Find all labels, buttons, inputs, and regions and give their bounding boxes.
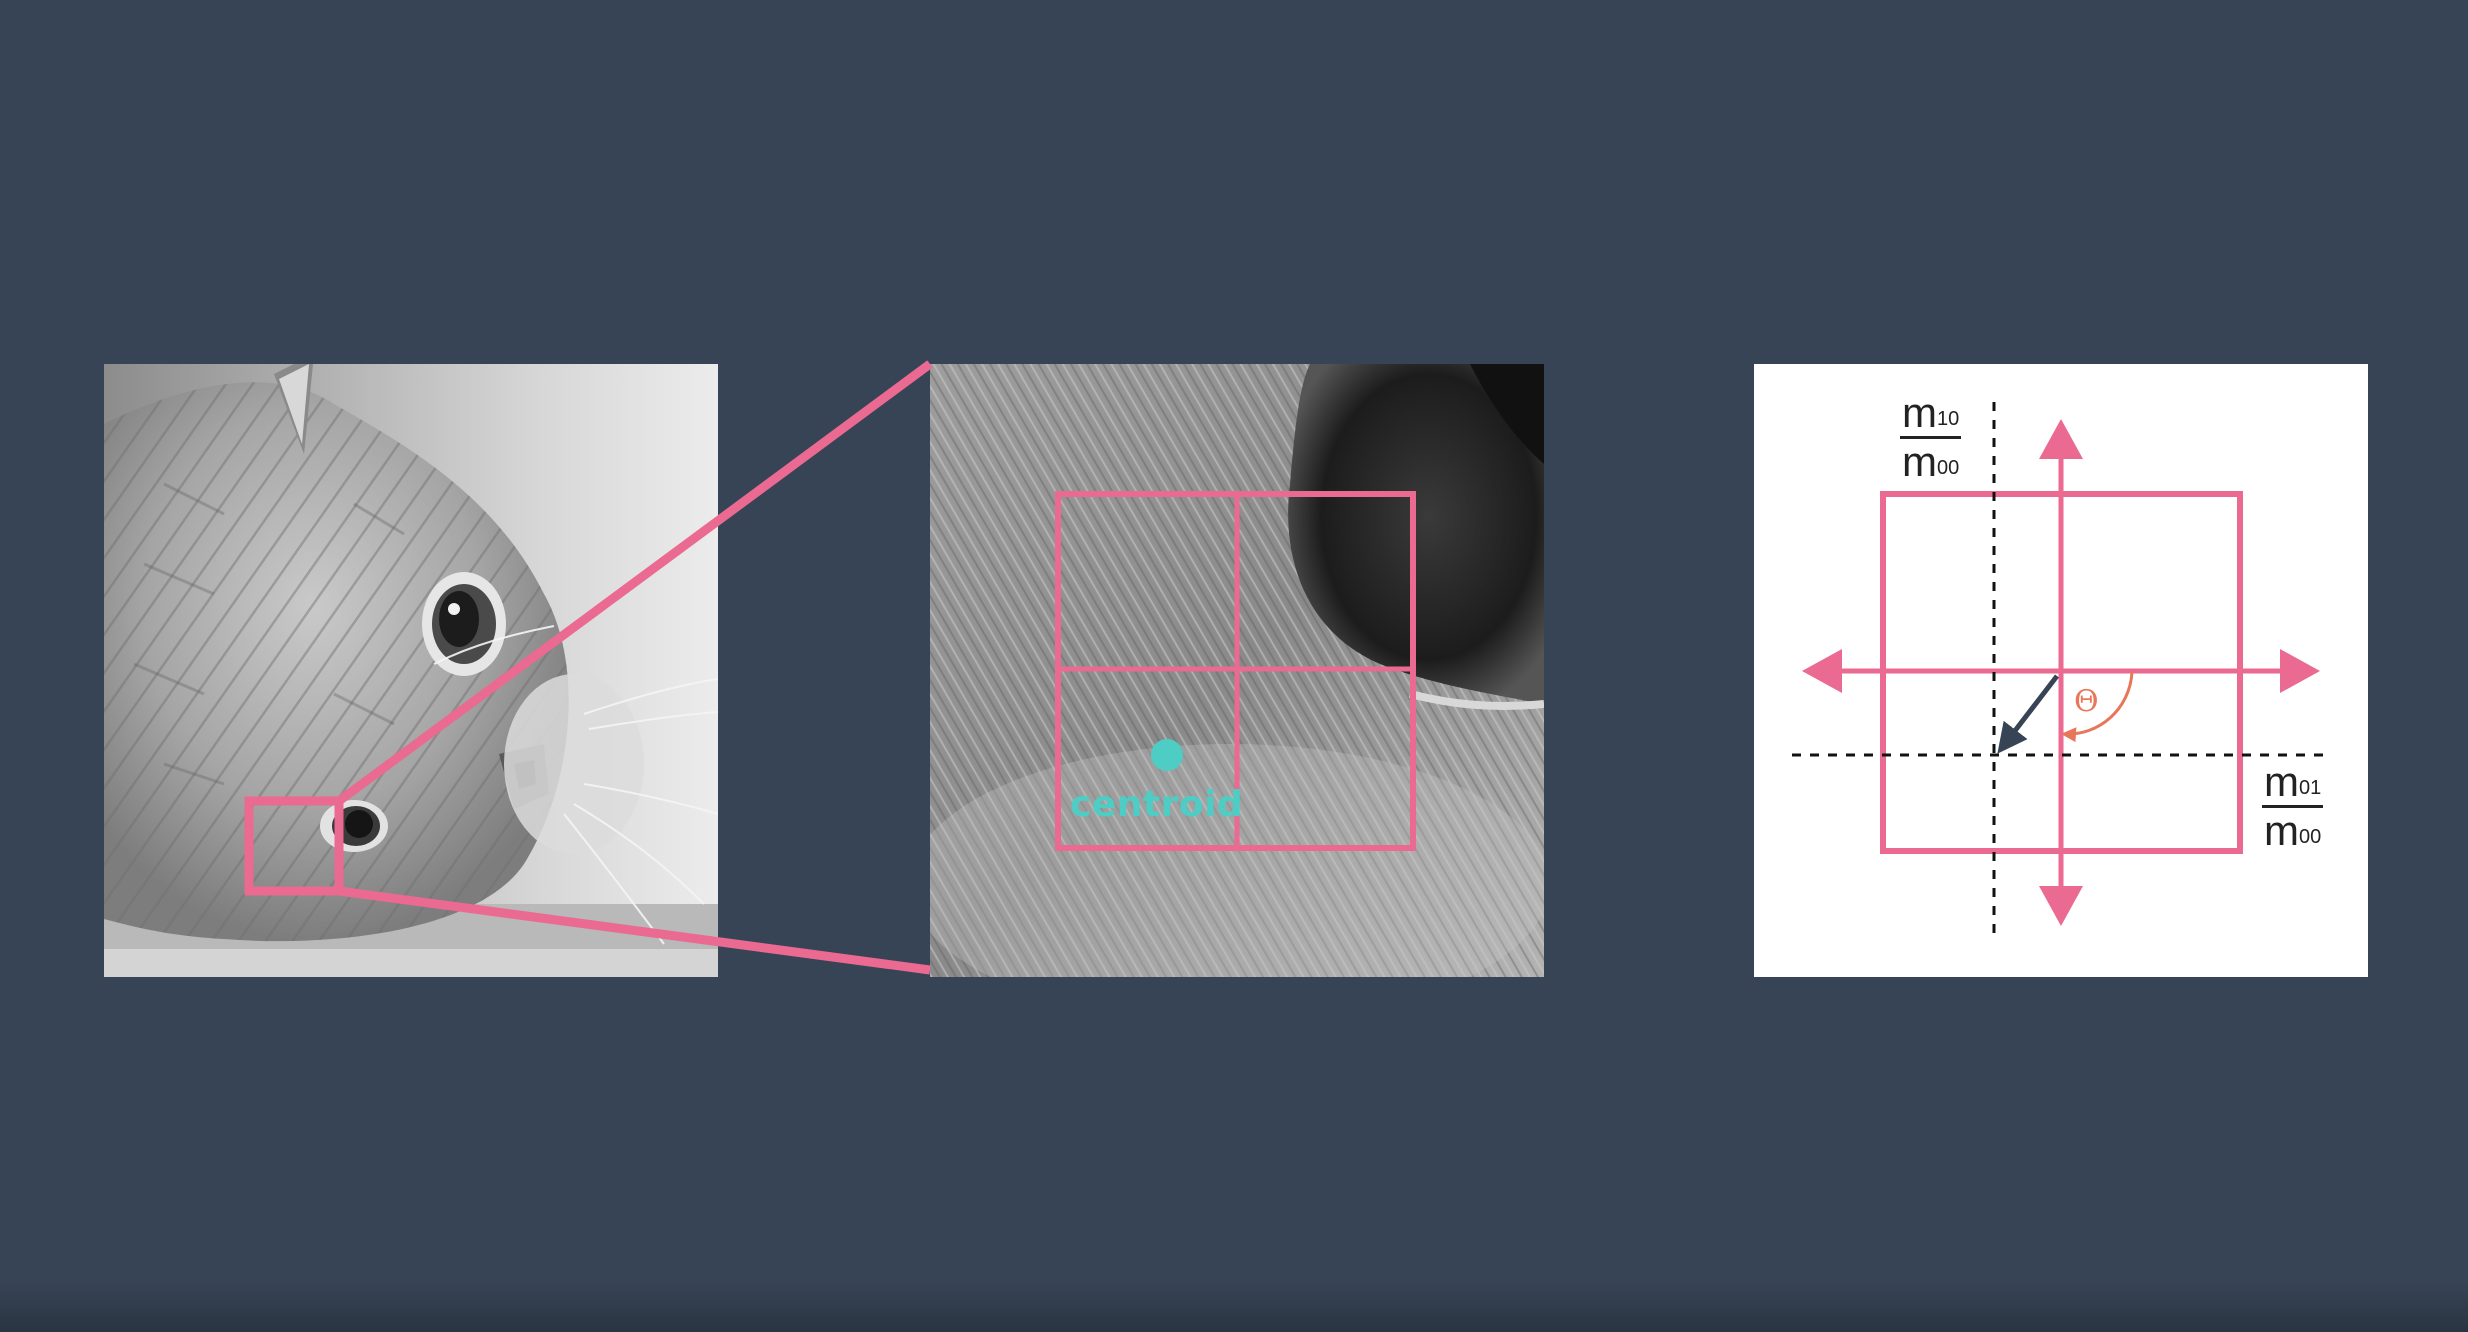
y-axis-moment-label: m10 m00 [1900, 389, 1962, 485]
x-axis-moment-label: m01 m00 [2262, 758, 2324, 854]
cat-photo-image [104, 364, 718, 977]
arrow-down-icon [2039, 886, 2083, 926]
angle-arc [2061, 671, 2134, 743]
arrow-up-icon [2039, 419, 2083, 459]
bottom-shade [0, 1282, 2468, 1332]
y-label-denominator-sub: 00 [1937, 457, 1960, 479]
x-label-denominator: m [2264, 807, 2299, 854]
arrow-right-icon [2280, 649, 2320, 693]
x-label-numerator-sub: 01 [2299, 777, 2322, 799]
zoomed-patch-image [930, 364, 1544, 977]
orientation-vector [1997, 674, 2059, 754]
y-label-denominator: m [1902, 438, 1937, 485]
arrow-left-icon [1802, 649, 1842, 693]
orientation-diagram [1754, 364, 2368, 977]
x-label-numerator: m [2264, 758, 2299, 805]
x-label-denominator-sub: 00 [2299, 826, 2322, 848]
orientation-diagram-svg [1792, 402, 2332, 940]
zoomed-patch [930, 364, 1544, 977]
centroid-label: centroid [1070, 784, 1244, 825]
cat-photo [104, 364, 718, 977]
angle-theta-label: Θ [2074, 684, 2099, 719]
y-label-numerator-sub: 10 [1937, 408, 1960, 430]
y-label-numerator: m [1902, 389, 1937, 436]
